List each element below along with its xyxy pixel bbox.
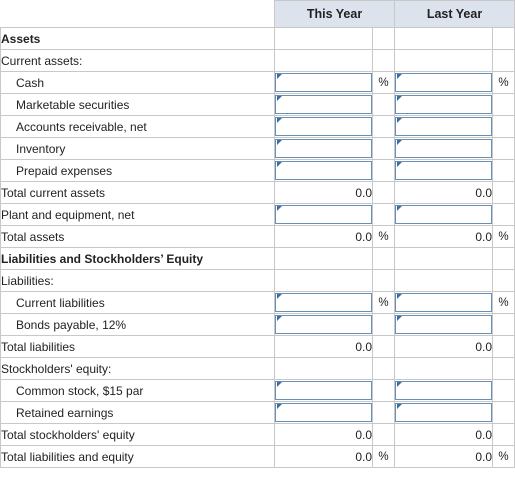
balance-sheet-table: This Year Last Year Assets Current asset…: [0, 0, 515, 468]
prepaid-expenses-label: Prepaid expenses: [0, 159, 275, 182]
current-liabilities-label: Current liabilities: [0, 291, 275, 314]
total-liab-equity-last-year-pct: %: [492, 445, 515, 468]
total-assets-last-year: 0.0: [394, 225, 494, 248]
marketable-securities-this-year-input[interactable]: [275, 95, 372, 114]
cash-this-year-pct: %: [371, 71, 396, 94]
total-current-assets-this-year: 0.0: [274, 181, 373, 204]
cash-last-year-input[interactable]: [395, 73, 493, 92]
inventory-last-year-input[interactable]: [395, 139, 493, 158]
total-liab-equity-label: Total liabilities and equity: [0, 445, 275, 468]
total-liabilities-this-year: 0.0: [274, 335, 373, 358]
accounts-receivable-label: Accounts receivable, net: [0, 115, 275, 138]
row-current-liabilities: Current liabilities % %: [0, 291, 515, 314]
row-liab-equity: Liabilities and Stockholders’ Equity: [0, 247, 515, 270]
accounts-receivable-last-year-input[interactable]: [395, 117, 493, 136]
cash-this-year-input[interactable]: [275, 73, 372, 92]
inventory-this-year-input[interactable]: [275, 139, 372, 158]
total-current-assets-last-year: 0.0: [394, 181, 494, 204]
total-liab-equity-this-year: 0.0: [274, 445, 373, 468]
bonds-payable-last-year-input[interactable]: [395, 315, 493, 334]
total-stockholders-equity-this-year: 0.0: [274, 423, 373, 446]
total-liabilities-last-year: 0.0: [394, 335, 494, 358]
prepaid-expenses-this-year-input[interactable]: [275, 161, 372, 180]
current-liabilities-last-year-pct: %: [492, 291, 515, 314]
row-liabilities: Liabilities:: [0, 269, 515, 292]
total-liab-equity-last-year: 0.0: [394, 445, 494, 468]
col-header-this-year: This Year: [273, 0, 396, 28]
total-assets-this-year: 0.0: [274, 225, 373, 248]
total-liab-equity-this-year-pct: %: [371, 445, 396, 468]
total-liabilities-label: Total liabilities: [0, 335, 275, 358]
current-assets-label: Current assets:: [0, 49, 275, 72]
marketable-securities-label: Marketable securities: [0, 93, 275, 116]
accounts-receivable-this-year-input[interactable]: [275, 117, 372, 136]
row-total-assets: Total assets 0.0 % 0.0 %: [0, 225, 515, 248]
header-blank: [0, 0, 275, 28]
row-total-stockholders-equity: Total stockholders' equity 0.0 0.0: [0, 423, 515, 446]
row-cash: Cash % %: [0, 71, 515, 94]
common-stock-label: Common stock, $15 par: [0, 379, 275, 402]
retained-earnings-label: Retained earnings: [0, 401, 275, 424]
row-bonds-payable: Bonds payable, 12%: [0, 313, 515, 336]
row-prepaid-expenses: Prepaid expenses: [0, 159, 515, 182]
total-assets-label: Total assets: [0, 225, 275, 248]
prepaid-expenses-last-year-input[interactable]: [395, 161, 493, 180]
row-retained-earnings: Retained earnings: [0, 401, 515, 424]
header-row: This Year Last Year: [0, 0, 515, 28]
row-plant-equipment: Plant and equipment, net: [0, 203, 515, 226]
section-liab-equity-label: Liabilities and Stockholders’ Equity: [0, 247, 275, 270]
col-header-last-year: Last Year: [394, 0, 515, 28]
row-accounts-receivable: Accounts receivable, net: [0, 115, 515, 138]
common-stock-this-year-input[interactable]: [275, 381, 372, 400]
common-stock-last-year-input[interactable]: [395, 381, 493, 400]
cash-last-year-pct: %: [492, 71, 515, 94]
row-marketable-securities: Marketable securities: [0, 93, 515, 116]
bonds-payable-label: Bonds payable, 12%: [0, 313, 275, 336]
total-stockholders-equity-label: Total stockholders' equity: [0, 423, 275, 446]
bonds-payable-this-year-input[interactable]: [275, 315, 372, 334]
retained-earnings-last-year-input[interactable]: [395, 403, 493, 422]
current-liabilities-this-year-pct: %: [371, 291, 396, 314]
plant-equipment-label: Plant and equipment, net: [0, 203, 275, 226]
plant-equipment-this-year-input[interactable]: [275, 205, 372, 224]
total-assets-this-year-pct: %: [371, 225, 396, 248]
row-total-liab-equity: Total liabilities and equity 0.0 % 0.0 %: [0, 445, 515, 468]
row-total-liabilities: Total liabilities 0.0 0.0: [0, 335, 515, 358]
current-liabilities-this-year-input[interactable]: [275, 293, 372, 312]
row-current-assets: Current assets:: [0, 49, 515, 72]
liabilities-label: Liabilities:: [0, 269, 275, 292]
marketable-securities-last-year-input[interactable]: [395, 95, 493, 114]
inventory-label: Inventory: [0, 137, 275, 160]
section-assets-label: Assets: [0, 27, 275, 50]
row-common-stock: Common stock, $15 par: [0, 379, 515, 402]
retained-earnings-this-year-input[interactable]: [275, 403, 372, 422]
total-assets-last-year-pct: %: [492, 225, 515, 248]
cash-label: Cash: [0, 71, 275, 94]
total-stockholders-equity-last-year: 0.0: [394, 423, 494, 446]
current-liabilities-last-year-input[interactable]: [395, 293, 493, 312]
stockholders-equity-label: Stockholders' equity:: [0, 357, 275, 380]
row-assets: Assets: [0, 27, 515, 50]
row-total-current-assets: Total current assets 0.0 0.0: [0, 181, 515, 204]
total-current-assets-label: Total current assets: [0, 181, 275, 204]
plant-equipment-last-year-input[interactable]: [395, 205, 493, 224]
row-inventory: Inventory: [0, 137, 515, 160]
row-stockholders-equity: Stockholders' equity:: [0, 357, 515, 380]
